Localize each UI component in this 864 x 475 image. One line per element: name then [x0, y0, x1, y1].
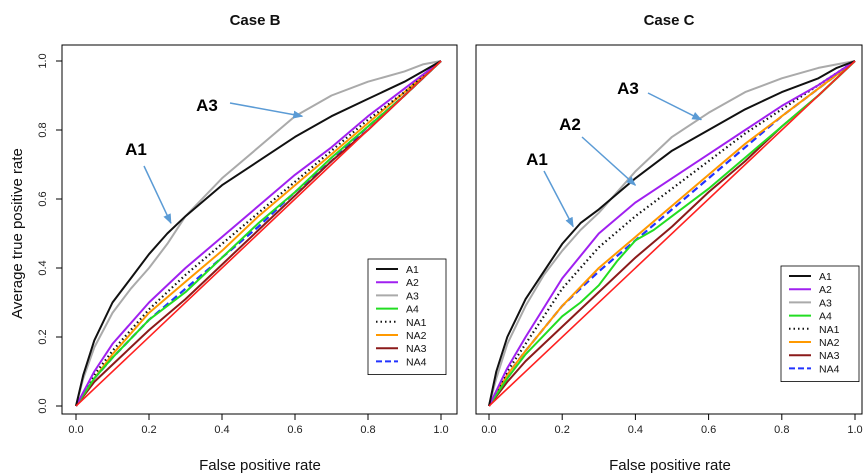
chart-title: Case C [644, 12, 695, 29]
x-tick-label: 0.6 [701, 424, 716, 436]
legend-box [367, 258, 447, 375]
reference-diagonal [488, 60, 856, 407]
x-tick-label: 1.0 [433, 424, 448, 436]
annotation-arrow [143, 165, 172, 225]
legend-label: NA1 [406, 317, 427, 329]
series-line-a1 [75, 60, 442, 407]
legend-label: A2 [819, 284, 832, 296]
x-tick-label: 0.4 [214, 424, 229, 436]
legend-label: A1 [406, 264, 419, 276]
legend-label: NA4 [819, 363, 840, 375]
legend-label: NA1 [819, 324, 840, 336]
x-axis-label: False positive rate [199, 457, 321, 474]
annotation-arrow [581, 136, 637, 186]
legend-label: A2 [406, 277, 419, 289]
annotation-arrow [647, 92, 703, 121]
plot-frame [61, 44, 458, 415]
y-tick-label: 0.2 [37, 329, 49, 344]
series-line-na1 [75, 60, 442, 407]
legend-label: NA3 [406, 343, 427, 355]
x-tick-label: 0.8 [360, 424, 375, 436]
x-tick-label: 1.0 [847, 424, 862, 436]
series-line-a1 [488, 60, 856, 407]
x-tick-label: 0.0 [481, 424, 496, 436]
reference-diagonal [75, 60, 442, 407]
x-tick-label: 0.4 [628, 424, 643, 436]
series-line-a3 [488, 60, 856, 407]
x-tick-label: 0.6 [287, 424, 302, 436]
plot-frame [475, 44, 863, 415]
legend-label: A3 [406, 290, 419, 302]
legend-label: NA2 [406, 330, 427, 342]
x-tick-label: 0.8 [774, 424, 789, 436]
annotation-label: A1 [125, 140, 147, 159]
legend-box [780, 265, 860, 382]
annotation-arrow [543, 170, 574, 228]
y-tick-label: 0.8 [37, 122, 49, 137]
x-tick-label: 0.2 [141, 424, 156, 436]
y-tick-label: 0.4 [37, 260, 49, 275]
legend-label: A4 [406, 304, 419, 316]
chart-panel-2: Case C 0.0 0.2 0.4 0.6 0.8 1.0 False positive r… [475, 12, 863, 474]
annotation-label: A2 [559, 115, 581, 134]
y-tick-label: 1.0 [37, 53, 49, 68]
plot-area [75, 60, 442, 407]
series-line-a2 [75, 60, 442, 407]
annotation-label: A3 [196, 96, 218, 115]
legend-label: A1 [819, 271, 832, 283]
chart-title: Case B [230, 12, 281, 29]
annotation-arrow [229, 102, 304, 119]
y-tick-label: 0.0 [37, 398, 49, 413]
series-line-a4 [75, 60, 442, 407]
legend-label: A3 [819, 297, 832, 309]
legend-label: NA2 [819, 337, 840, 349]
series-line-a2 [488, 60, 856, 407]
legend-label: NA4 [406, 356, 427, 368]
y-tick-label: 0.6 [37, 191, 49, 206]
x-axis-label: False positive rate [609, 457, 731, 474]
legend-label: A4 [819, 311, 832, 323]
chart-panel-1: Case B 0.0 0.2 0.4 0.6 0.8 1.0 0.0 0.2 0.4 0.6 0.8 1… [9, 12, 458, 474]
x-tick-label: 0.0 [68, 424, 83, 436]
annotation-label: A1 [526, 150, 548, 169]
x-tick-label: 0.2 [555, 424, 570, 436]
legend-label: NA3 [819, 350, 840, 362]
series-line-a3 [75, 60, 442, 407]
plot-area [488, 60, 856, 407]
y-axis-label: Average true positive rate [9, 148, 26, 319]
series-line-na2 [488, 60, 856, 407]
annotation-label: A3 [617, 79, 639, 98]
series-line-a4 [488, 60, 856, 407]
series-line-na2 [75, 60, 442, 407]
